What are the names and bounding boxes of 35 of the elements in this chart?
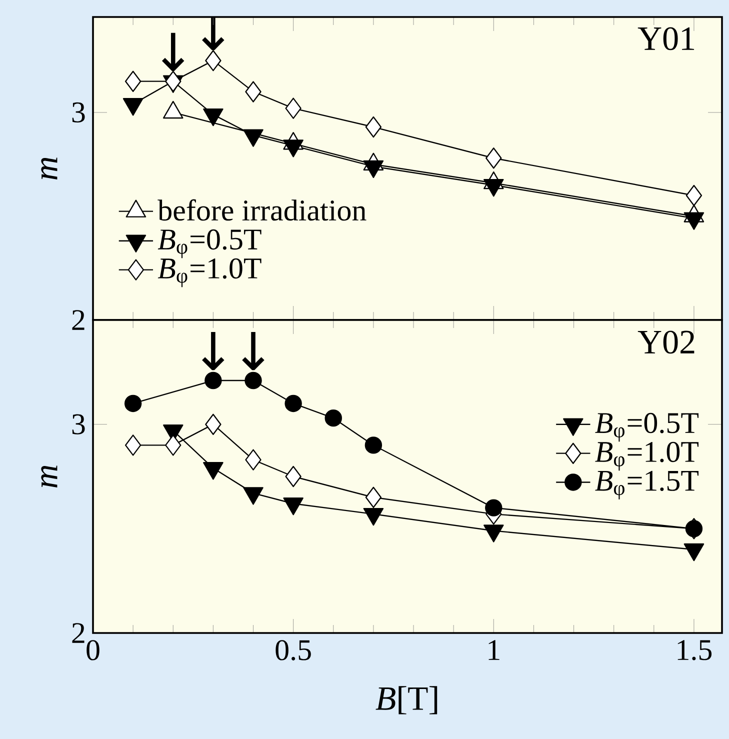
y-tick-label: 2 (72, 623, 84, 643)
x-tick-label: 0 (86, 640, 100, 660)
point (124, 394, 142, 412)
point (245, 449, 262, 470)
y-axis-title: m (41, 466, 58, 488)
annotation: ↓ (202, 332, 224, 370)
legend-label: B$_{φ}$=1.0T (595, 442, 699, 471)
legend-label: before irradiation (158, 199, 366, 221)
point (124, 434, 142, 456)
point (244, 372, 262, 390)
point (324, 409, 342, 427)
y-tick-label: 2 (72, 310, 84, 330)
legend-label: B$_{φ}$=1.5T (595, 470, 699, 500)
y-tick-label: 3 (72, 102, 85, 123)
point (364, 436, 382, 454)
x-tick-label: 0.5 (276, 640, 311, 660)
x-tick-label: 1.5 (678, 640, 712, 660)
point (205, 414, 222, 435)
y-axis-title: m (41, 158, 58, 180)
point (165, 434, 182, 456)
annotation: ↓ (162, 32, 184, 71)
x-axis-title: B[T] (376, 686, 438, 714)
point (204, 372, 222, 390)
point (285, 466, 302, 488)
annotation: ↓ (242, 332, 264, 370)
legend-label: B$_{φ}$=0.5T (595, 412, 699, 442)
point (284, 394, 302, 412)
chart-title: Y02 (638, 330, 694, 354)
x-tick-label: 1 (488, 640, 500, 660)
chart-title: Y01 (638, 27, 694, 50)
y-tick-label: 3 (72, 414, 85, 434)
point (485, 499, 502, 516)
point (365, 486, 382, 508)
legend-label: B$_{φ}$=0.5T (158, 229, 262, 258)
legend-label: B$_{φ}$=1.0T (158, 258, 262, 288)
